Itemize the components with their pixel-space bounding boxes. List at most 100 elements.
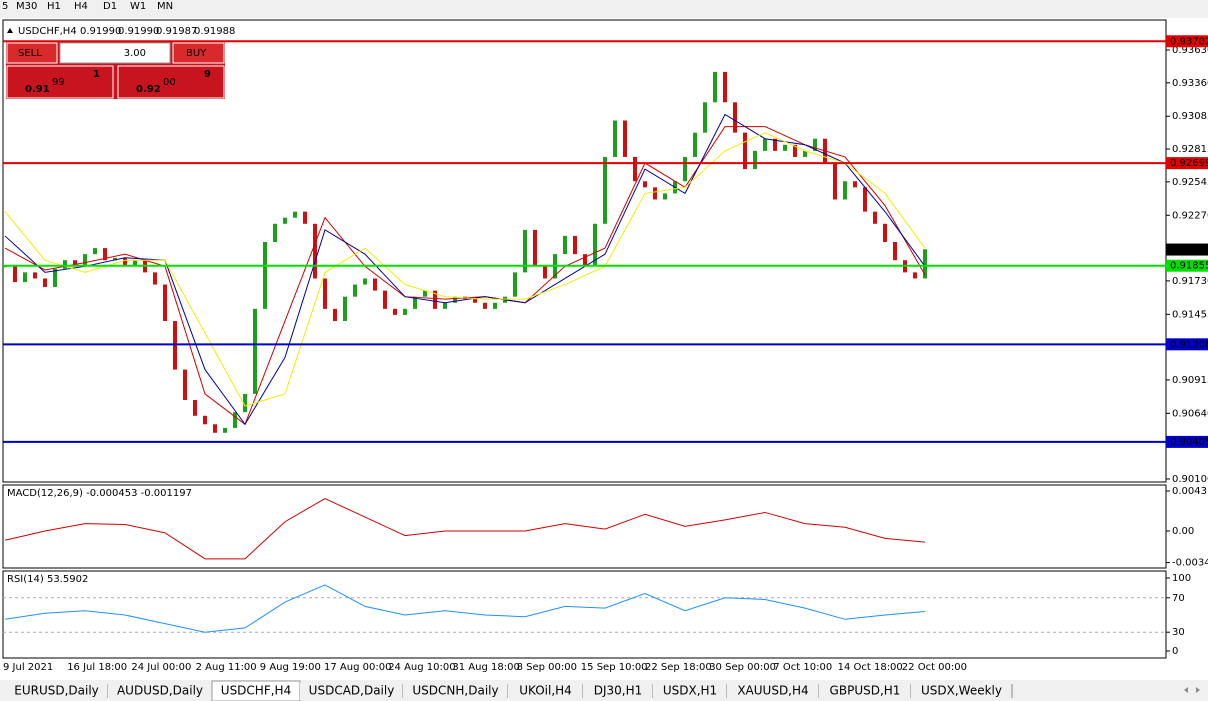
volume-value: 3.00 [124, 48, 146, 59]
ask-frac: 9 [204, 69, 211, 80]
candle [643, 181, 647, 188]
x-tick-label: 24 Aug 10:00 [388, 662, 455, 673]
tab-label[interactable]: USDX,Weekly [921, 684, 1002, 698]
current-price-tag [1166, 243, 1208, 256]
sell-button[interactable] [6, 42, 58, 64]
header-close: 0.91988 [194, 26, 235, 37]
candle [713, 71, 717, 103]
candle [103, 248, 107, 261]
tab[interactable] [819, 683, 911, 700]
x-tick-label: 8 Sep 00:00 [517, 662, 577, 673]
candle [613, 120, 617, 157]
candle [3, 266, 7, 268]
macd-bar [427, 526, 463, 531]
tab[interactable] [508, 683, 583, 700]
x-tick-label: 9 Jul 2021 [3, 662, 53, 673]
timeframe-button[interactable]: MN [157, 1, 173, 12]
macd-bar [27, 524, 63, 531]
bid-frac: 1 [93, 69, 100, 80]
timeframe-button[interactable]: H1 [47, 1, 61, 12]
candle [233, 412, 237, 428]
candle [913, 272, 917, 279]
timeframe-button[interactable]: H4 [74, 1, 88, 12]
candle [313, 223, 317, 279]
x-tick-label: 7 Oct 10:00 [773, 662, 832, 673]
tab[interactable] [583, 683, 653, 700]
tab-label[interactable]: USDCHF,H4 [221, 684, 291, 698]
rsi-label: RSI(14) 53.5902 [7, 574, 88, 585]
y-tick-label: 0.00 [1172, 526, 1194, 537]
candle [323, 278, 327, 309]
y-tick-label: 0.93085 [1172, 111, 1208, 122]
candle [183, 369, 187, 400]
bid-box[interactable] [6, 65, 114, 99]
candle [533, 229, 537, 267]
candle [753, 150, 757, 170]
timeframe-button[interactable]: M30 [16, 1, 37, 12]
buy-label[interactable]: BUY [186, 48, 207, 59]
header-open: 0.91990 [80, 26, 121, 37]
candle [513, 272, 517, 297]
tab-label[interactable]: DJ30,H1 [594, 684, 643, 698]
sell-label[interactable]: SELL [18, 48, 42, 59]
tab-label[interactable]: XAUUSD,H4 [737, 684, 808, 698]
tab-label[interactable]: USDX,H1 [663, 684, 717, 698]
candle [203, 415, 207, 425]
tab[interactable] [403, 683, 508, 700]
candle [493, 302, 497, 309]
candle [393, 308, 397, 315]
collapse-icon [7, 28, 13, 33]
x-tick-label: 9 Aug 19:00 [260, 662, 321, 673]
tab-label[interactable]: EURUSD,Daily [14, 684, 99, 698]
tab[interactable] [108, 683, 212, 700]
candle [433, 290, 437, 309]
timeframe-button[interactable]: D1 [103, 1, 117, 12]
bid-pips: 99 [52, 77, 65, 88]
tab[interactable] [911, 683, 1012, 700]
tab[interactable] [5, 683, 108, 700]
candle [483, 302, 487, 309]
candle [253, 308, 257, 394]
candle [113, 257, 117, 261]
timeframe-button[interactable]: 5 [2, 1, 8, 12]
candle [603, 156, 607, 224]
candle [803, 150, 807, 157]
timeframe-button[interactable]: W1 [130, 1, 146, 12]
ask-box[interactable] [117, 65, 225, 99]
header-symbol: USDCHF,H4 [18, 26, 77, 37]
candle [333, 308, 337, 321]
candle [163, 284, 167, 321]
candle [263, 242, 267, 309]
candle [43, 278, 47, 287]
x-tick-label: 24 Jul 00:00 [131, 662, 191, 673]
scroll-right[interactable] [1196, 687, 1200, 693]
tab-label[interactable]: AUDUSD,Daily [117, 684, 203, 698]
candle [763, 138, 767, 151]
tab[interactable] [653, 683, 727, 700]
tab-label[interactable]: USDCAD,Daily [309, 684, 395, 698]
tab[interactable] [727, 683, 819, 700]
y-tick-label: 0 [1172, 646, 1178, 657]
candle [793, 144, 797, 157]
rsi-pane [2, 570, 1167, 659]
candle [373, 278, 377, 291]
y-tick-label: 70 [1172, 593, 1185, 604]
tab[interactable] [300, 683, 403, 700]
volume-field[interactable] [59, 42, 171, 64]
tab-label[interactable]: GBPUSD,H1 [830, 684, 901, 698]
price-level-tag [1166, 338, 1208, 351]
candle [783, 144, 787, 151]
candle [683, 156, 687, 182]
macd-label: MACD(12,26,9) -0.000453 -0.001197 [7, 488, 192, 499]
macd-pane [2, 484, 1167, 569]
buy-button[interactable] [172, 42, 225, 64]
candle [193, 399, 197, 416]
candle [293, 211, 297, 218]
scroll-left[interactable] [1184, 687, 1188, 693]
candle [703, 102, 707, 133]
tab-label[interactable]: USDCNH,Daily [412, 684, 498, 698]
candle [863, 187, 867, 212]
tab-label[interactable]: UKOil,H4 [519, 684, 572, 698]
